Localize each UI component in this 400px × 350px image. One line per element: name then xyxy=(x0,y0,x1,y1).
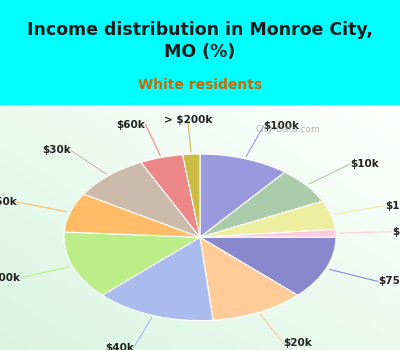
Text: Income distribution in Monroe City,
MO (%): Income distribution in Monroe City, MO (… xyxy=(27,21,373,61)
Wedge shape xyxy=(200,154,285,237)
Text: White residents: White residents xyxy=(138,78,262,92)
Text: $10k: $10k xyxy=(350,159,379,169)
Text: City-Data.com: City-Data.com xyxy=(256,125,320,134)
Text: $30k: $30k xyxy=(42,145,71,155)
Wedge shape xyxy=(200,237,298,320)
Text: > $200k: > $200k xyxy=(164,115,212,125)
Wedge shape xyxy=(200,172,322,237)
Wedge shape xyxy=(200,237,336,295)
Text: $200k: $200k xyxy=(0,273,20,283)
Text: $100k: $100k xyxy=(264,121,300,131)
Wedge shape xyxy=(64,232,200,295)
Wedge shape xyxy=(84,162,200,237)
Text: $60k: $60k xyxy=(117,120,145,130)
Wedge shape xyxy=(200,229,336,237)
Wedge shape xyxy=(141,155,200,237)
Text: $50k: $50k xyxy=(0,197,17,207)
Text: $20k: $20k xyxy=(283,338,312,348)
Text: $125k: $125k xyxy=(385,201,400,211)
Wedge shape xyxy=(183,154,200,237)
Text: $40k: $40k xyxy=(105,343,134,350)
Text: $75k: $75k xyxy=(378,276,400,286)
Text: $150k: $150k xyxy=(392,227,400,237)
Wedge shape xyxy=(102,237,213,321)
Wedge shape xyxy=(64,194,200,237)
Wedge shape xyxy=(200,201,335,237)
